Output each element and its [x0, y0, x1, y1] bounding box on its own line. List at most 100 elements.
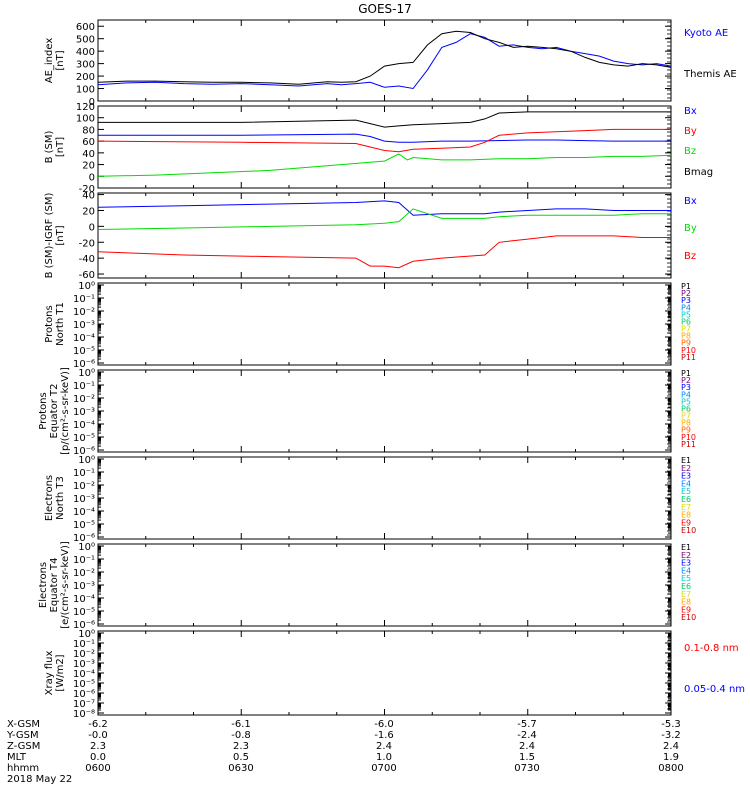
y-axis-label-line: Xray flux — [44, 651, 55, 696]
y-tick-label: 10⁰ — [78, 629, 95, 640]
y-tick-label: 10⁻¹ — [73, 639, 95, 650]
y-tick-label: -40 — [79, 254, 95, 265]
legend-bz: Bz — [684, 251, 696, 262]
legend-e2: E2 — [681, 464, 691, 473]
y-tick-label: 10⁻⁵ — [73, 433, 95, 444]
series-line-by — [97, 208, 671, 230]
footer-cell: -5.3 — [661, 719, 681, 730]
series-line-bmag — [98, 111, 671, 128]
legend-p10: P10 — [681, 433, 696, 442]
y-tick-label: 10⁻⁵ — [73, 679, 95, 690]
legend-p3: P3 — [681, 383, 691, 392]
y-tick-label: 10⁻⁶ — [73, 446, 95, 457]
legend-p5: P5 — [681, 397, 691, 406]
panel-frame — [97, 19, 672, 102]
y-tick-label: 300 — [76, 60, 95, 71]
y-tick-label: 400 — [76, 47, 95, 58]
panel-e1: 10⁰ 10⁻¹ 10⁻² 10⁻³ 10⁻⁴ 10⁻⁵ 10⁻⁶ ElectronsNort… — [44, 455, 696, 544]
legend-p10: P10 — [681, 346, 696, 355]
y-axis-label-line: [nT] — [55, 50, 66, 70]
y-tick-label: 10⁰ — [78, 368, 95, 379]
y-tick-label: 20 — [82, 206, 95, 217]
panel-p1: 10⁰ 10⁻¹ 10⁻² 10⁻³ 10⁻⁴ 10⁻⁵ 10⁻⁶ ProtonsNorth … — [44, 281, 696, 370]
y-axis-label-line: Electrons — [38, 562, 49, 608]
legend-xray-short: 0.05-0.4 nm — [684, 684, 745, 695]
y-tick-label: 10⁻³ — [73, 407, 95, 418]
legend-p5: P5 — [681, 310, 691, 319]
panel-frame — [97, 456, 672, 540]
y-axis-label-line: [nT] — [55, 225, 66, 245]
footer-cell: -6.1 — [231, 719, 251, 730]
figure-title: GOES-17 — [358, 2, 412, 16]
y-tick-label: 40 — [82, 191, 95, 202]
y-tick-label: 600 — [76, 22, 95, 33]
legend-e10: E10 — [681, 526, 696, 535]
series-line-kyoto-ae — [97, 33, 672, 90]
legend-e1: E1 — [681, 543, 691, 552]
y-axis-label-line: North T3 — [55, 476, 66, 520]
legend-e5: E5 — [681, 487, 691, 496]
footer-cell: 0.5 — [233, 752, 249, 763]
legend-e5: E5 — [681, 574, 691, 583]
y-tick-label: 100 — [76, 114, 95, 125]
y-tick-label: 10⁰ — [78, 281, 95, 292]
y-tick-label: 0 — [89, 222, 95, 233]
footer-row-label: Z-GSM — [7, 741, 40, 752]
footer-row-label: X-GSM — [7, 719, 40, 730]
y-axis-label-line: AE_index — [44, 38, 55, 84]
legend-p4: P4 — [681, 390, 691, 399]
legend-e9: E9 — [681, 605, 691, 614]
legend-e7: E7 — [681, 590, 691, 599]
legend-e8: E8 — [681, 598, 691, 607]
y-tick-label: 120 — [76, 102, 95, 113]
footer-cell: 1.9 — [663, 752, 679, 763]
y-tick-label: 200 — [76, 72, 95, 83]
footer-cell: 1.0 — [376, 752, 392, 763]
legend-e6: E6 — [681, 582, 691, 591]
footer-cell: 0630 — [228, 763, 253, 774]
footer-cell: -0.8 — [231, 730, 251, 741]
legend-e7: E7 — [681, 503, 691, 512]
y-axis-label-line: [e/(cm²-s-sr-keV)] — [60, 541, 71, 629]
footer-cell: -6.2 — [88, 719, 108, 730]
y-tick-label: 10⁻² — [73, 568, 95, 579]
legend-by: By — [684, 223, 697, 234]
y-tick-label: 10⁻⁵ — [73, 346, 95, 357]
legend-p1: P1 — [681, 369, 691, 378]
series-line-themis-ae — [97, 30, 672, 85]
panel-frame — [97, 105, 672, 189]
y-tick-label: 0 — [89, 97, 95, 108]
panel-dbsm: 40 20 0 -20 -40 -60 B (SM)-IGRF (SM)[nT] Bx By Bz — [44, 191, 697, 281]
footer-row-label: hhmm — [7, 763, 39, 774]
y-tick-label: 10⁻² — [73, 649, 95, 660]
y-tick-label: 10⁻³ — [73, 659, 95, 670]
footer-cell: -6.0 — [374, 719, 394, 730]
legend-p8: P8 — [681, 332, 691, 341]
footer-date: 2018 May 22 — [7, 774, 72, 785]
legend-e10: E10 — [681, 613, 696, 622]
footer-cell: 0730 — [514, 763, 539, 774]
y-tick-label: 10⁻² — [73, 394, 95, 405]
series-line-bx — [98, 133, 671, 143]
panel-p2: 10⁰10⁻¹10⁻²10⁻³10⁻⁴10⁻⁵10⁻⁶ProtonsEquato… — [38, 367, 696, 457]
y-tick-label: 10⁻⁶ — [73, 359, 95, 370]
y-axis-label: ProtonsEquator T2[p/(cm²-s-sr-keV)] — [38, 367, 71, 455]
y-tick-label: 10⁻⁴ — [73, 420, 95, 431]
panel-frame — [97, 630, 672, 716]
legend-p4: P4 — [681, 303, 691, 312]
y-tick-label: 80 — [82, 125, 95, 136]
y-tick-label: 10⁻⁶ — [73, 620, 95, 631]
footer-cell: 0600 — [85, 763, 110, 774]
y-tick-label: 10⁻⁵ — [73, 607, 95, 618]
legend-p2: P2 — [681, 289, 691, 298]
y-tick-label: 10⁻² — [73, 481, 95, 492]
legend-bz: Bz — [684, 146, 696, 157]
legend-bx: Bx — [684, 196, 697, 207]
legend-by: By — [684, 126, 697, 137]
panel-e2: 10⁰10⁻¹10⁻²10⁻³10⁻⁴10⁻⁵10⁻⁶ElectronsEqua… — [38, 541, 696, 631]
y-tick-label: 10⁻⁶ — [73, 533, 95, 544]
y-axis-label-line: [p/(cm²-s-sr-keV)] — [60, 367, 71, 455]
